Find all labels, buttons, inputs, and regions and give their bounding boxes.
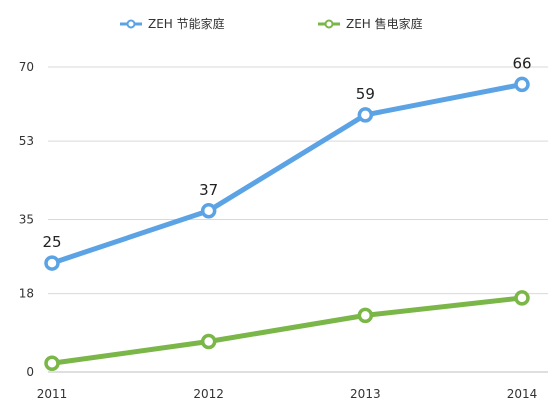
legend-label: ZEH 售电家庭 — [346, 16, 423, 31]
legend-item: ZEH 节能家庭 — [120, 16, 225, 31]
data-point — [514, 290, 530, 306]
data-point — [44, 355, 60, 372]
x-axis-tick-labels: 2011 2012 2013 2014 — [37, 387, 538, 401]
x-tick-label: 2014 — [507, 387, 538, 401]
y-tick-label: 0 — [26, 365, 34, 379]
data-point — [357, 307, 374, 324]
legend-swatch-marker — [324, 19, 334, 29]
y-tick-label: 53 — [19, 134, 34, 148]
legend-label: ZEH 节能家庭 — [148, 16, 225, 31]
x-tick-label: 2011 — [37, 387, 68, 401]
x-tick-label: 2012 — [193, 387, 224, 401]
y-tick-label: 18 — [19, 287, 34, 301]
y-tick-label: 35 — [19, 213, 34, 227]
gridlines — [48, 66, 548, 373]
y-tick-label: 70 — [19, 60, 34, 74]
data-label: 66 — [512, 54, 531, 72]
data-point — [200, 203, 217, 219]
data-label: 25 — [42, 233, 61, 251]
data-label: 59 — [356, 85, 375, 103]
legend: ZEH 节能家庭 ZEH 售电家庭 — [120, 16, 423, 31]
legend-swatch-marker — [126, 19, 136, 29]
data-point — [514, 76, 530, 93]
series-line — [49, 295, 525, 366]
data-label: 37 — [199, 181, 218, 199]
legend-item: ZEH 售电家庭 — [318, 16, 423, 31]
data-labels: 25 37 59 66 — [42, 54, 531, 251]
y-axis-tick-labels: 0 18 35 53 70 — [19, 60, 34, 379]
series-line — [49, 81, 525, 266]
series-lines — [44, 76, 530, 372]
data-point — [357, 107, 374, 123]
data-point — [200, 333, 217, 350]
data-point — [44, 255, 60, 271]
x-tick-label: 2013 — [350, 387, 381, 401]
